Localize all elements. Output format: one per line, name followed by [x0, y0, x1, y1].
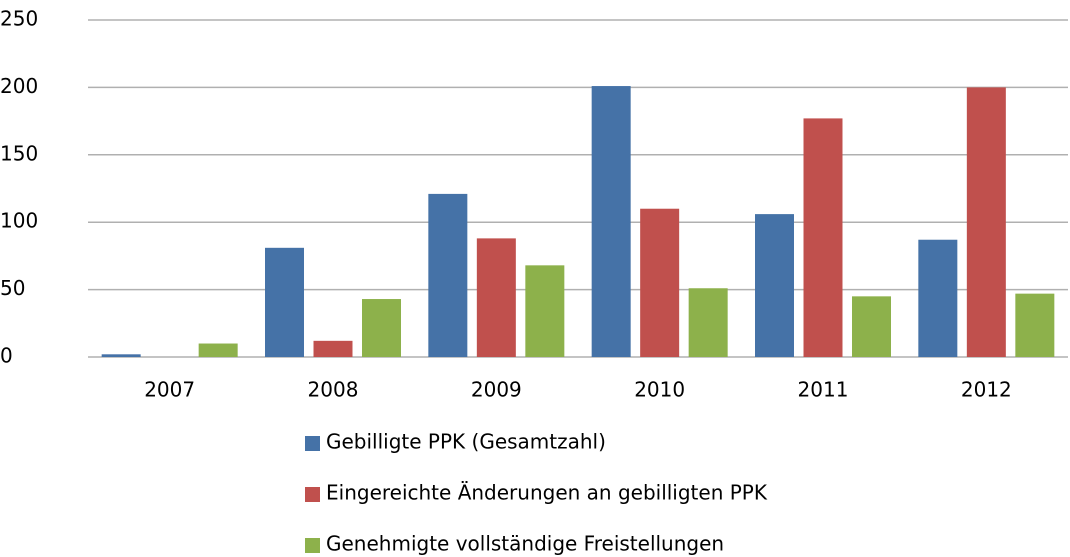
bar — [428, 193, 468, 357]
x-tick-label: 2008 — [308, 378, 359, 402]
y-tick-label: 100 — [0, 209, 38, 233]
bar — [640, 208, 680, 357]
bar — [476, 238, 516, 357]
x-tick-label: 2012 — [961, 378, 1012, 402]
bar — [591, 86, 631, 357]
x-tick-label: 2010 — [634, 378, 685, 402]
y-tick-label: 50 — [0, 276, 25, 300]
legend-label: Gebilligte PPK (Gesamtzahl) — [326, 430, 606, 454]
legend-swatch — [305, 538, 320, 553]
bar — [852, 296, 891, 357]
x-tick-label: 2009 — [471, 378, 522, 402]
bar — [362, 299, 401, 357]
x-tick-label: 2011 — [798, 378, 849, 402]
bar — [966, 87, 1006, 358]
bar — [525, 265, 565, 357]
bar — [198, 343, 238, 357]
y-tick-label: 0 — [0, 344, 13, 368]
bar — [313, 340, 353, 357]
bar — [755, 214, 794, 357]
legend-swatch — [305, 487, 320, 502]
bar — [688, 288, 728, 357]
bar — [803, 118, 843, 358]
legend-label: Eingereichte Änderungen an gebilligten P… — [326, 481, 768, 505]
y-tick-label: 150 — [0, 141, 38, 165]
legend-swatch — [305, 436, 320, 451]
bar — [265, 247, 304, 357]
y-tick-label: 200 — [0, 74, 38, 98]
x-tick-label: 2007 — [144, 378, 195, 402]
bar — [1015, 293, 1055, 357]
bar — [101, 354, 141, 357]
bar — [918, 239, 958, 357]
legend-label: Genehmigte vollständige Freistellungen — [326, 532, 724, 556]
y-tick-label: 250 — [0, 7, 38, 31]
